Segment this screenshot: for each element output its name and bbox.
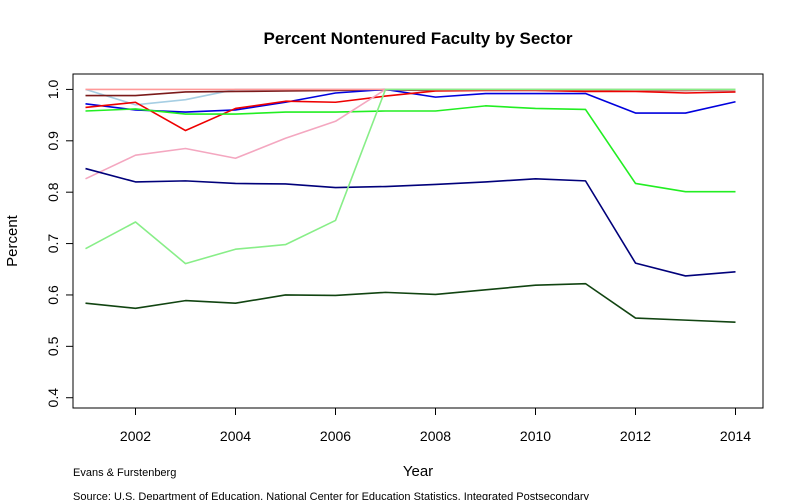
y-tick-label-2: 0.6 <box>45 285 61 305</box>
x-tick-label-2010: 2010 <box>520 428 551 444</box>
x-tick-label-2008: 2008 <box>420 428 451 444</box>
x-tick-label-2004: 2004 <box>220 428 251 444</box>
y-tick-label-6: 1.0 <box>45 79 61 99</box>
y-tick-label-4: 0.8 <box>45 182 61 202</box>
series-line-10 <box>85 282 736 323</box>
y-tick-label-1: 0.5 <box>45 336 61 356</box>
x-tick-label-2006: 2006 <box>320 428 351 444</box>
series-line-4 <box>85 89 736 132</box>
source-annotation: Source: U.S. Department of Education, Na… <box>73 491 590 500</box>
x-tick-label-2014: 2014 <box>720 428 751 444</box>
x-tick-label-2012: 2012 <box>620 428 651 444</box>
y-axis: 0.4 0.5 0.6 0.7 0.8 0.9 1.0 <box>45 79 74 408</box>
x-tick-label-2002: 2002 <box>120 428 151 444</box>
series-line-6 <box>85 105 736 193</box>
y-axis-label: Percent <box>4 214 21 267</box>
x-axis-label: Year <box>403 463 433 480</box>
series-line-9 <box>85 88 736 265</box>
chart-title: Percent Nontenured Faculty by Sector <box>264 29 573 48</box>
x-axis: 2002 2004 2006 2008 2010 2012 2014 <box>120 407 751 444</box>
y-tick-label-3: 0.7 <box>45 234 61 254</box>
author-annotation: Evans & Furstenberg <box>73 467 176 479</box>
series-line-8 <box>85 167 736 277</box>
y-tick-label-0: 0.4 <box>45 388 61 408</box>
y-tick-label-5: 0.9 <box>45 131 61 151</box>
series-layer <box>85 88 736 323</box>
